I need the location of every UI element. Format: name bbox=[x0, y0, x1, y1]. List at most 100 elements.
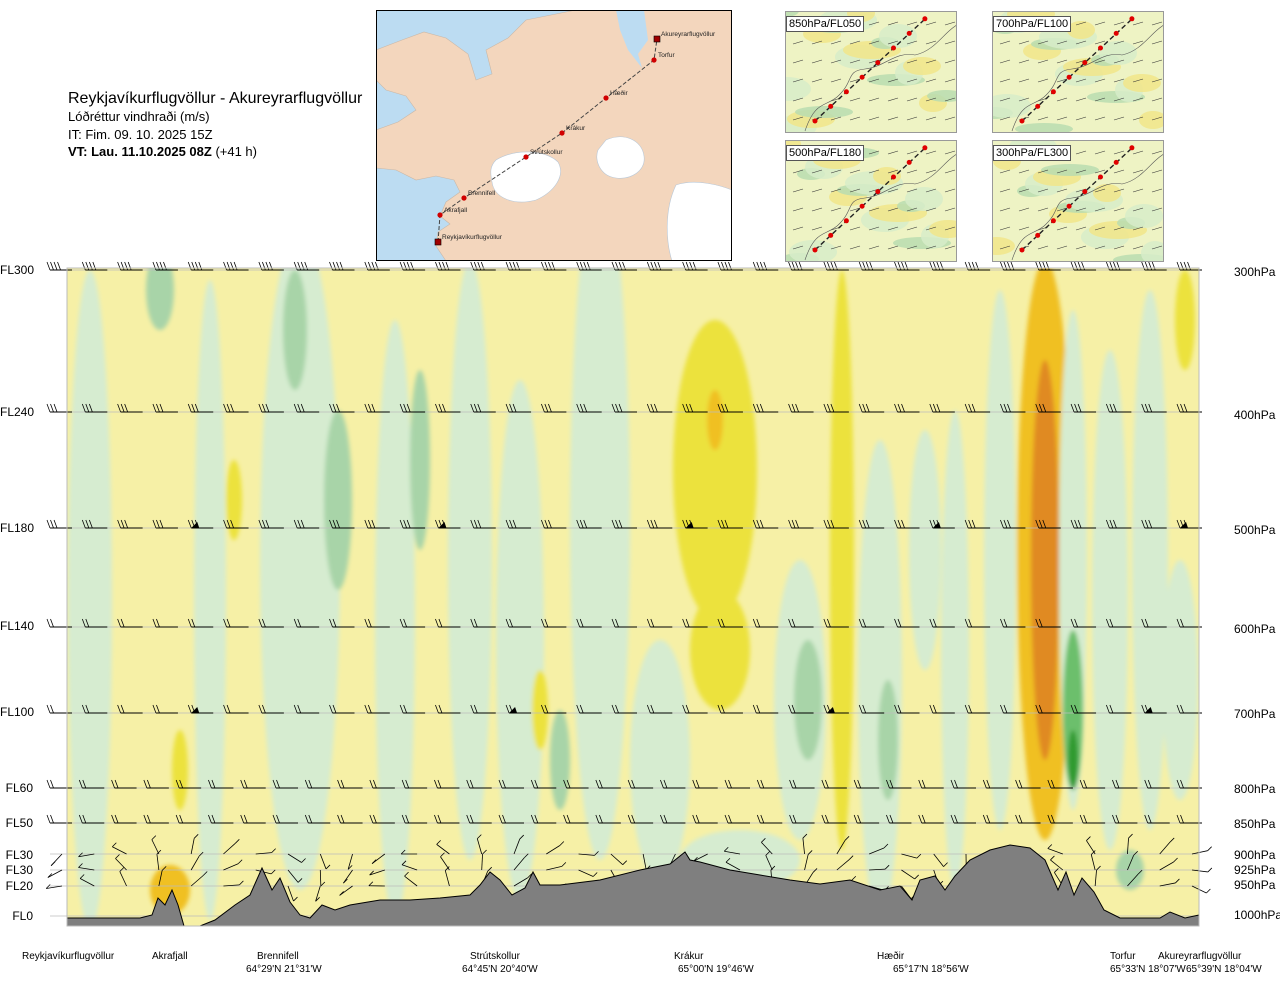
wind-barb bbox=[1176, 403, 1202, 413]
wind-barb bbox=[1112, 779, 1138, 789]
wind-barb bbox=[399, 403, 426, 413]
wind-barb bbox=[789, 779, 815, 789]
wind-barb bbox=[1000, 261, 1026, 271]
wind-barb bbox=[46, 403, 72, 413]
field-contour bbox=[550, 710, 570, 810]
route-point bbox=[922, 16, 928, 22]
wind-barb bbox=[315, 885, 321, 902]
wind-barb bbox=[788, 261, 814, 271]
wind-barb bbox=[576, 261, 602, 271]
route-point-name: Krákur bbox=[674, 951, 704, 962]
wind-barb bbox=[444, 866, 450, 887]
route-line bbox=[814, 147, 926, 251]
wind-barb bbox=[223, 704, 249, 714]
wind-barb bbox=[81, 704, 108, 714]
field-contour bbox=[532, 670, 548, 750]
map-stop-marker bbox=[523, 154, 529, 160]
wind-barb bbox=[81, 261, 108, 271]
wind-barb bbox=[187, 261, 214, 271]
wind-barb bbox=[364, 618, 390, 628]
wind-barb bbox=[788, 403, 814, 413]
wind-barb bbox=[541, 704, 567, 714]
wind-barb bbox=[343, 869, 353, 884]
wind-barb bbox=[894, 261, 920, 271]
wind-barb bbox=[1047, 844, 1063, 855]
wind-barb bbox=[576, 519, 602, 529]
route-point bbox=[922, 145, 928, 151]
wind-barb bbox=[152, 261, 178, 271]
wind-barb bbox=[1141, 261, 1167, 271]
wind-barb bbox=[470, 403, 496, 413]
wind-barb bbox=[187, 618, 214, 628]
field-contour bbox=[146, 268, 174, 330]
wind-barb bbox=[950, 779, 976, 789]
map-stop-marker bbox=[559, 130, 565, 136]
wind-barb bbox=[190, 851, 204, 871]
field-contour bbox=[1068, 730, 1078, 790]
route-point bbox=[1098, 45, 1103, 51]
wind-barb bbox=[369, 814, 395, 824]
wind-barb bbox=[476, 834, 483, 855]
field-contour bbox=[909, 430, 941, 670]
pressure-tick: 1000hPa bbox=[1234, 908, 1280, 922]
wind-barb bbox=[187, 403, 214, 413]
wind-barb bbox=[505, 618, 532, 628]
wind-barb bbox=[761, 838, 773, 855]
field-contour bbox=[410, 370, 430, 550]
wind-barb bbox=[371, 853, 386, 864]
wind-barb bbox=[788, 618, 814, 628]
wind-barb bbox=[595, 779, 621, 789]
wind-barb bbox=[1176, 814, 1202, 824]
wind-barb bbox=[964, 704, 991, 714]
flight-level-tick: FL30 bbox=[5, 863, 33, 877]
wind-barb bbox=[894, 403, 920, 413]
level-map-label: 500hPa/FL180 bbox=[786, 145, 865, 161]
wind-barb bbox=[611, 704, 637, 714]
pressure-tick: 925hPa bbox=[1234, 863, 1276, 877]
wind-barb bbox=[223, 618, 249, 628]
wind-barb bbox=[435, 261, 461, 271]
route-point bbox=[1098, 174, 1103, 180]
route-point bbox=[906, 30, 912, 36]
issue-time: IT: Fim. 09. 10. 2025 15Z bbox=[68, 127, 213, 142]
map-stop-label: Torfur bbox=[658, 52, 675, 59]
wind-barb bbox=[337, 779, 363, 789]
route-point bbox=[1019, 247, 1025, 253]
wind-barb bbox=[682, 704, 708, 714]
wind-barb bbox=[858, 403, 885, 413]
wind-barb bbox=[1127, 833, 1133, 855]
wind-barb bbox=[646, 704, 673, 714]
field-contour bbox=[1132, 290, 1168, 830]
wind-barb bbox=[1070, 519, 1097, 529]
wind-barb bbox=[46, 519, 72, 529]
wind-barb bbox=[272, 814, 298, 824]
wind-barb bbox=[190, 834, 199, 855]
wind-barb bbox=[498, 779, 524, 789]
level-map-label: 700hPa/FL100 bbox=[993, 16, 1072, 32]
pressure-tick: 900hPa bbox=[1234, 848, 1276, 862]
wind-barb bbox=[836, 836, 850, 855]
field-contour bbox=[1092, 350, 1128, 850]
wind-barb bbox=[258, 704, 284, 714]
wind-barb bbox=[258, 618, 284, 628]
wind-barb bbox=[364, 403, 390, 413]
wind-barb bbox=[435, 519, 461, 529]
wind-barb bbox=[752, 403, 779, 413]
wind-barb bbox=[364, 519, 390, 529]
wind-barb bbox=[886, 779, 912, 789]
wind-barb bbox=[152, 704, 178, 714]
wind-barb bbox=[646, 618, 673, 628]
field-contour bbox=[690, 590, 750, 710]
wind-barb bbox=[152, 403, 178, 413]
wind-barb bbox=[611, 519, 637, 529]
route-point bbox=[859, 74, 865, 80]
route-map: Reykjavíkurflugvöllur Akrafjall Brennifell… bbox=[376, 10, 732, 261]
flight-level-tick: FL50 bbox=[5, 816, 33, 830]
route-point-name: Torfur bbox=[1110, 951, 1136, 962]
route-point bbox=[812, 247, 818, 253]
wind-barb bbox=[304, 779, 331, 789]
wind-barb bbox=[46, 261, 72, 271]
flight-level-tick: FL30 bbox=[5, 848, 33, 862]
flight-level-tick: FL20 bbox=[5, 879, 33, 893]
route-point-coord: 64°29'N 21°31'W bbox=[246, 964, 322, 975]
